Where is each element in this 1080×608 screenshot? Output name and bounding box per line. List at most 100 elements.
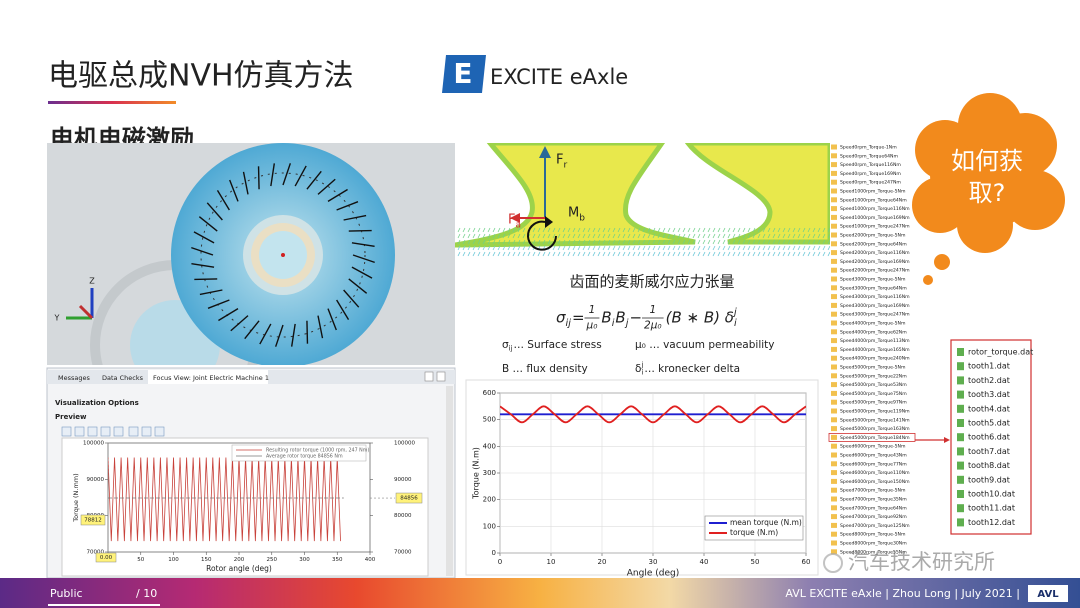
window-button[interactable]	[436, 371, 446, 382]
cursor-value: 84856	[400, 496, 418, 502]
tool-button[interactable]	[87, 426, 98, 437]
field-vector	[467, 251, 471, 257]
field-vector	[537, 233, 541, 239]
field-vector	[677, 239, 681, 245]
field-vector	[642, 233, 646, 239]
field-vector	[667, 233, 671, 239]
window-button[interactable]	[424, 371, 434, 382]
field-vector	[707, 251, 711, 257]
folder-icon	[831, 294, 837, 300]
eq-denominator: 2μ₀	[644, 320, 662, 332]
field-vector	[822, 251, 826, 257]
footer-underline	[48, 604, 160, 606]
field-vector	[692, 227, 696, 233]
field-vector	[737, 233, 741, 239]
field-vector	[487, 227, 491, 233]
field-vector	[487, 233, 491, 239]
field-vector	[582, 227, 586, 233]
field-vector	[742, 233, 746, 239]
field-vector	[632, 239, 636, 245]
field-vector	[542, 239, 546, 245]
tab[interactable]: Focus View: Joint Electric Machine 1	[153, 374, 269, 382]
force-vector	[327, 188, 348, 202]
field-vector	[702, 227, 706, 233]
field-vector	[547, 251, 551, 257]
field-vector	[802, 233, 806, 239]
section-header[interactable]: Preview	[55, 413, 87, 421]
field-vector	[602, 239, 606, 245]
file-icon	[957, 518, 964, 527]
cursor-tag	[395, 492, 423, 504]
field-vector	[812, 245, 816, 251]
field-vector	[517, 251, 521, 257]
footer-bar	[0, 578, 1080, 608]
file-name: Speed1000rpm_Torque247Nm	[840, 224, 910, 230]
force-vector	[306, 170, 322, 190]
file-name: Speed2000rpm_Torque169Nm	[840, 259, 910, 265]
field-vector	[712, 239, 716, 245]
field-vector	[752, 251, 756, 257]
folder-icon	[831, 206, 837, 212]
file-name: Speed4000rpm_Torque165Nm	[840, 347, 910, 353]
field-vector	[667, 239, 671, 245]
field-vector	[777, 251, 781, 257]
x-tick-label: 200	[234, 557, 245, 563]
field-vector	[617, 245, 621, 251]
field-vector	[632, 233, 636, 239]
folder-icon	[831, 478, 837, 484]
tool-button[interactable]	[61, 426, 72, 437]
field-vector	[747, 233, 751, 239]
field-vector	[782, 245, 786, 251]
field-vector	[492, 239, 496, 245]
field-vector	[482, 251, 486, 257]
field-vector	[617, 227, 621, 233]
eq-subscript: ij	[509, 344, 513, 352]
folder-icon	[831, 338, 837, 344]
tool-button[interactable]	[113, 426, 124, 437]
watermark: 汽车技术研究所	[848, 550, 995, 574]
field-vector	[737, 227, 741, 233]
field-vector	[722, 239, 726, 245]
tool-button[interactable]	[128, 426, 139, 437]
force-vector	[294, 165, 307, 187]
dat-list: rotor_torque.dat tooth1.dat tooth2.dat toot…	[957, 348, 1033, 527]
cloud-part	[957, 197, 1013, 253]
tool-button[interactable]	[74, 426, 85, 437]
field-vector	[562, 245, 566, 251]
scrollbar[interactable]	[446, 386, 453, 576]
field-vector	[802, 251, 806, 257]
field-vector	[477, 251, 481, 257]
folder-icon	[831, 285, 837, 291]
field-vector	[467, 239, 471, 245]
field-vector	[617, 251, 621, 257]
field-vector	[522, 239, 526, 245]
field-vector	[762, 239, 766, 245]
field-vector	[507, 227, 511, 233]
field-vector	[722, 245, 726, 251]
field-vector	[762, 251, 766, 257]
field-vector	[607, 245, 611, 251]
tool-button[interactable]	[100, 426, 111, 437]
eq-text: σ	[502, 339, 509, 351]
field-vector	[622, 251, 626, 257]
file-name: Speed6000rpm_Torque110Nm	[840, 470, 910, 476]
folder-icon	[831, 390, 837, 396]
tab[interactable]: Data Checks	[102, 374, 144, 382]
field-vector	[622, 233, 626, 239]
field-vector	[692, 251, 696, 257]
file-name: Speed8000rpm_Torque55Nm	[840, 549, 907, 555]
folder-icon	[831, 144, 837, 150]
tool-button[interactable]	[141, 426, 152, 437]
field-vector	[472, 239, 476, 245]
field-vector	[587, 239, 591, 245]
dat-file-name: tooth12.dat	[968, 518, 1015, 527]
field-vector	[607, 239, 611, 245]
force-vector	[343, 289, 360, 308]
force-vector	[351, 266, 373, 279]
field-vector	[572, 251, 576, 257]
tab[interactable]: Messages	[58, 374, 90, 382]
eq-text: … Surface stress	[513, 339, 601, 351]
field-vector	[552, 233, 556, 239]
tool-button[interactable]	[154, 426, 165, 437]
section-header[interactable]: Visualization Options	[55, 399, 139, 407]
